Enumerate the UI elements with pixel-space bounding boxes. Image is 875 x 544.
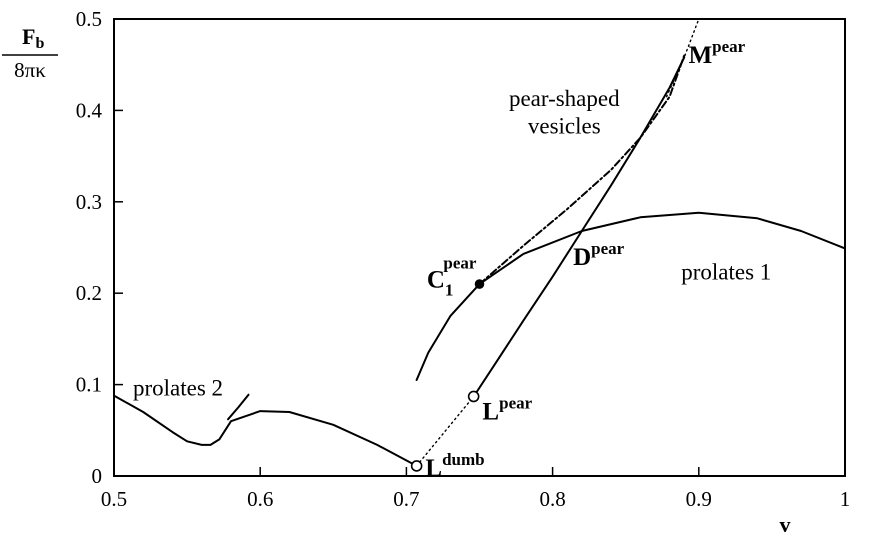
annotation-pear-label-2: vesicles	[528, 113, 601, 138]
annotation-M-pear: Mpear	[689, 37, 746, 69]
series-lower-branch-extension	[415, 395, 475, 467]
series-prolates2	[113, 394, 418, 467]
y-axis-label-denominator: 8πκ	[14, 58, 46, 82]
x-tick-label: 0.6	[247, 487, 273, 511]
series-lower-branch	[472, 56, 686, 398]
annotation-pear-label-1: pear-shaped	[509, 86, 620, 111]
series-prolates2-tail	[227, 393, 250, 421]
marker-L-dumb	[410, 460, 423, 472]
x-tick-label: 0.7	[393, 487, 419, 511]
x-tick-label: 0.9	[686, 487, 712, 511]
marker-C1-pear	[474, 279, 485, 289]
markers-group	[410, 279, 485, 472]
x-tick-label: 0.8	[539, 487, 565, 511]
x-tick-label: 0.5	[101, 487, 127, 511]
marker-L-pear	[467, 390, 480, 403]
series-pear-shaped-vesicles	[478, 54, 686, 286]
x-axis-label: v	[780, 512, 791, 537]
y-tick-label: 0.1	[76, 373, 102, 397]
y-tick-label: 0	[92, 464, 103, 488]
plot-frame	[113, 18, 846, 477]
annotation-L-pear: Lpear	[482, 393, 532, 425]
annotation-C1-pear: C1pear	[427, 254, 477, 300]
annotation-prolates1-label: prolates 1	[681, 259, 771, 284]
y-tick-label: 0.3	[76, 190, 102, 214]
y-tick-label: 0.5	[76, 7, 102, 31]
y-tick-label: 0.4	[76, 98, 103, 122]
y-tick-label: 0.2	[76, 281, 102, 305]
y-axis-label: Fb 8πκ	[2, 24, 58, 82]
series-prolates1	[415, 211, 846, 381]
series-pear-steep-dotted	[665, 18, 700, 98]
annotation-L-dumb: Ldumb	[425, 450, 484, 482]
x-tick-label: 1	[840, 487, 851, 511]
series-group	[113, 18, 846, 467]
annotation-prolates2-label: prolates 2	[133, 376, 223, 401]
axis-ticks: 0.5 0.6 0.7 0.8 0.9 1 0 0.1 0.2 0.3 0.4 0.5	[76, 7, 851, 511]
annotation-D-pear: Dpear	[573, 239, 625, 271]
y-axis-label-numerator: Fb	[22, 24, 44, 52]
